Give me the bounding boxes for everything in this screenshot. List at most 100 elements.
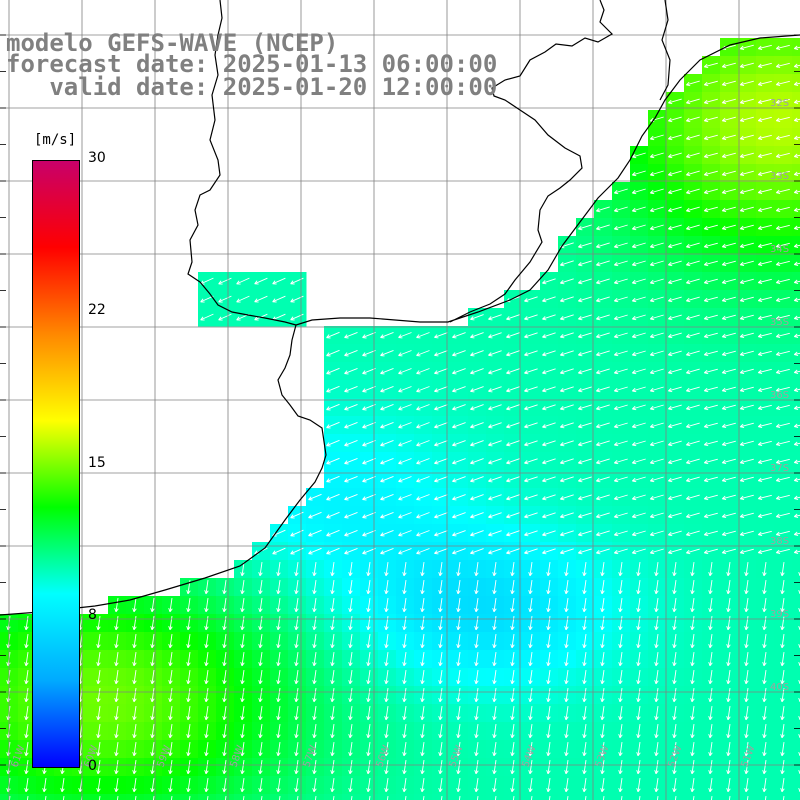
wind-arrow (703, 530, 718, 537)
wind-arrow (744, 634, 749, 649)
wind-arrow (150, 598, 155, 613)
wind-arrow (667, 188, 682, 195)
wind-arrow (685, 422, 700, 429)
wind-arrow (685, 224, 700, 231)
wind-arrow (703, 188, 718, 195)
wind-arrow (577, 476, 592, 483)
wind-arrow (739, 350, 754, 357)
coastline (0, 0, 800, 616)
wind-arrow (294, 634, 299, 649)
wind-arrow (506, 368, 520, 375)
wind-arrow (638, 796, 641, 800)
field-cell (54, 794, 73, 800)
wind-arrow (326, 349, 340, 357)
wind-arrow (793, 369, 800, 375)
wind-arrow (62, 796, 65, 800)
wind-arrow (757, 548, 772, 555)
wind-arrow (344, 421, 358, 429)
wind-arrow (366, 580, 371, 595)
wind-arrow (685, 476, 700, 483)
wind-arrow (524, 296, 538, 303)
wind-arrow (294, 706, 299, 721)
wind-arrow (667, 314, 682, 321)
wind-arrow (398, 512, 412, 519)
wind-arrow (542, 386, 556, 393)
wind-arrow (721, 170, 736, 177)
wind-arrow (618, 778, 623, 793)
wind-arrow (420, 688, 425, 703)
wind-arrow (793, 261, 800, 267)
wind-arrow (667, 530, 682, 537)
wind-arrow (402, 580, 407, 595)
wind-arrow (721, 530, 736, 537)
wind-arrow (348, 706, 353, 721)
wind-arrow (775, 152, 790, 159)
wind-arrow (528, 598, 533, 613)
wind-arrow (398, 332, 412, 339)
wind-arrow (276, 688, 281, 703)
wind-arrow (672, 778, 677, 793)
wind-arrow (254, 295, 268, 303)
wind-arrow (416, 530, 430, 537)
wind-arrow (636, 706, 641, 721)
field-cell (126, 794, 145, 800)
wind-arrow (636, 670, 641, 685)
wind-arrow (685, 296, 700, 303)
wind-arrow (559, 314, 574, 321)
wind-arrow (510, 616, 515, 631)
wind-arrow (524, 350, 538, 357)
wind-arrow (204, 652, 209, 667)
wind-arrow (631, 440, 646, 447)
wind-arrow (582, 580, 587, 595)
wind-arrow (150, 670, 155, 685)
wind-arrow (654, 724, 659, 739)
wind-arrow (559, 494, 574, 501)
wind-arrow (240, 742, 245, 757)
wind-arrow (402, 778, 407, 793)
wind-arrow (775, 44, 790, 51)
wind-arrow (384, 616, 389, 631)
wind-arrow (524, 332, 538, 339)
wind-arrow (330, 760, 335, 775)
wind-arrow (690, 724, 695, 739)
wind-arrow (672, 760, 677, 775)
wind-arrow (667, 242, 682, 249)
wind-arrow (402, 598, 407, 613)
wind-arrow (631, 422, 646, 429)
wind-arrow (452, 404, 466, 411)
wind-arrow (595, 458, 610, 465)
wind-arrow (600, 760, 605, 775)
wind-arrow (528, 688, 533, 703)
wind-arrow (150, 634, 155, 649)
wind-arrow (559, 368, 574, 375)
wind-arrow (746, 796, 749, 800)
wind-arrow (276, 598, 281, 613)
wind-arrow (506, 548, 520, 555)
wind-arrow (618, 580, 623, 595)
wind-arrow (793, 513, 800, 519)
wind-arrow (134, 796, 137, 800)
wind-arrow (542, 368, 556, 375)
wind-arrow (654, 562, 659, 577)
wind-arrow (222, 634, 227, 649)
wind-arrow (721, 512, 736, 519)
wind-arrow (600, 688, 605, 703)
wind-arrow (188, 796, 191, 800)
wind-arrow (564, 670, 569, 685)
wind-arrow (380, 349, 394, 357)
wind-arrow (524, 458, 538, 465)
wind-arrow (757, 530, 772, 537)
wind-arrow (649, 314, 664, 321)
wind-arrow (577, 314, 592, 321)
wind-arrow (721, 134, 736, 141)
wind-arrow (631, 548, 646, 555)
wind-arrow (512, 796, 515, 800)
wind-arrow (434, 404, 448, 411)
wind-arrow (595, 350, 610, 357)
wind-arrow (294, 670, 299, 685)
wind-arrow (350, 796, 353, 800)
wind-arrow (582, 760, 587, 775)
wind-arrow (506, 440, 520, 447)
wind-arrow (294, 742, 299, 757)
